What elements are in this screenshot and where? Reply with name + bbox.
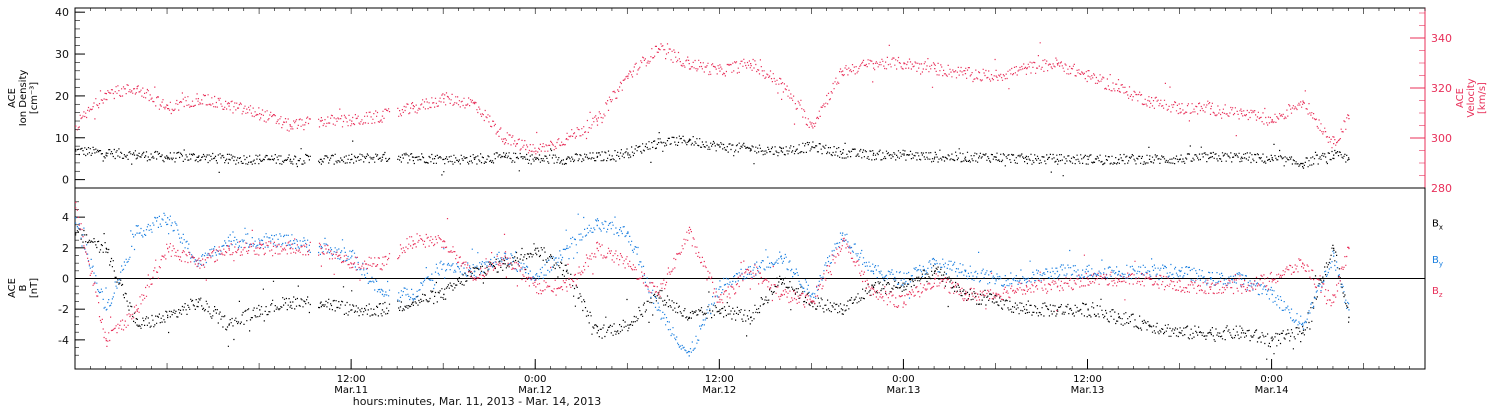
field-series-bz-points bbox=[75, 201, 1350, 347]
velocity-axis-title: ACE bbox=[1455, 88, 1466, 108]
velocity-axis-title: Velocity bbox=[1466, 78, 1477, 117]
field-tick-label: -4 bbox=[58, 334, 69, 347]
field-axis-title: [nT] bbox=[29, 278, 40, 298]
time-tick-label: 0:00 bbox=[892, 374, 914, 385]
velocity-series bbox=[75, 42, 1350, 155]
density-tick-label: 10 bbox=[55, 132, 69, 145]
field-tick-label: 0 bbox=[62, 273, 69, 286]
time-tick-label: 0:00 bbox=[524, 374, 546, 385]
legend-label-by: By bbox=[1432, 255, 1443, 268]
legend-label-bx: Bx bbox=[1432, 218, 1443, 231]
date-tick-label: Mar.14 bbox=[1255, 385, 1289, 396]
density-tick-label: 40 bbox=[55, 6, 69, 19]
time-tick-label: 12:00 bbox=[337, 374, 366, 385]
velocity-tick-label: 300 bbox=[1431, 132, 1452, 145]
field-series-bx bbox=[75, 228, 1350, 360]
legend-label-bz: Bz bbox=[1432, 286, 1443, 299]
velocity-tick-label: 340 bbox=[1431, 32, 1452, 45]
field-tick-label: 2 bbox=[62, 242, 69, 255]
density-axis-title: ACE bbox=[7, 88, 18, 108]
field-axis-title: B bbox=[18, 284, 29, 291]
density-tick-label: 0 bbox=[62, 174, 69, 187]
date-tick-label: Mar.12 bbox=[518, 385, 552, 396]
velocity-axis-title: [km/s] bbox=[1477, 82, 1488, 114]
time-tick-label: 12:00 bbox=[705, 374, 734, 385]
field-series-bz bbox=[75, 201, 1350, 347]
magnetic-field-panel: -4 -2 0 2 4 ACE B [nT] Bx By Bz bbox=[7, 187, 1443, 370]
x-axis-title: hours:minutes, Mar. 11, 2013 - Mar. 14, … bbox=[353, 395, 602, 408]
field-tick-label: -2 bbox=[58, 303, 69, 316]
top-frame bbox=[74, 7, 1426, 189]
time-tick-label: 12:00 bbox=[1073, 374, 1102, 385]
density-axis-title: Ion Density bbox=[18, 70, 29, 127]
field-series-bx-points bbox=[75, 228, 1350, 360]
density-series bbox=[75, 132, 1350, 177]
density-tick-label: 30 bbox=[55, 48, 69, 61]
density-tick-label: 20 bbox=[55, 90, 69, 103]
date-tick-label: Mar.13 bbox=[1071, 385, 1105, 396]
date-tick-label: Mar.12 bbox=[702, 385, 736, 396]
date-tick-label: Mar.11 bbox=[334, 385, 368, 396]
field-tick-label: 4 bbox=[62, 211, 69, 224]
density-series-points bbox=[75, 132, 1350, 177]
time-tick-label: 0:00 bbox=[1260, 374, 1282, 385]
field-axis-title: ACE bbox=[7, 278, 18, 298]
density-axis-title: [cm⁻³] bbox=[29, 82, 40, 114]
date-tick-label: Mar.13 bbox=[886, 385, 920, 396]
velocity-tick-label: 320 bbox=[1431, 82, 1452, 95]
time-axis: 12:00Mar.110:00Mar.1212:00Mar.120:00Mar.… bbox=[74, 8, 1426, 396]
velocity-tick-label: 280 bbox=[1431, 182, 1452, 195]
velocity-series-points bbox=[75, 42, 1350, 155]
